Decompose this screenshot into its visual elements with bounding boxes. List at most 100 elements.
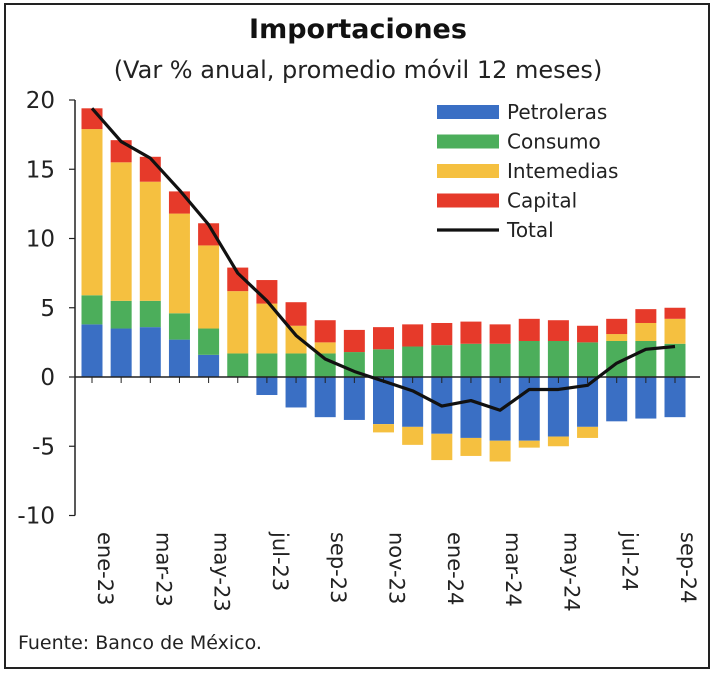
bar-petroleras-ago-24 (635, 377, 657, 419)
x-tick-label: mar-23 (151, 532, 175, 607)
bar-consumo-mar-23 (139, 300, 161, 328)
bar-petroleras-mar-23 (139, 327, 161, 377)
bar-capital-ene-24 (431, 322, 453, 346)
bar-consumo-may-23 (198, 328, 220, 355)
bar-intemedias-mar-23 (139, 181, 161, 301)
x-tick-label: ene-23 (93, 532, 117, 605)
bar-intemedias-ene-23 (81, 129, 103, 296)
legend-swatch-capital (437, 193, 499, 208)
bar-capital-ago-24 (635, 309, 657, 323)
bar-intemedias-ene-24 (431, 433, 453, 461)
bar-consumo-dic-23 (402, 346, 424, 377)
x-tick-label: sep-23 (326, 532, 350, 604)
bar-consumo-jun-23 (227, 353, 249, 377)
bar-intemedias-feb-24 (460, 437, 482, 456)
legend-label-intemedias: Intemedias (507, 159, 618, 183)
bar-capital-feb-24 (460, 321, 482, 344)
y-tick-label: 20 (26, 88, 55, 114)
legend-swatch-petroleras (437, 105, 499, 119)
bar-consumo-may-24 (547, 340, 569, 377)
legend-label-capital: Capital (507, 189, 577, 213)
bar-intemedias-sep-23 (314, 342, 336, 354)
bar-consumo-feb-24 (460, 343, 482, 377)
legend-swatch-consumo (437, 134, 499, 149)
bar-petroleras-abr-24 (518, 377, 540, 441)
legend-swatch-intemedias (437, 164, 499, 178)
legend-label-consumo: Consumo (507, 130, 601, 154)
bar-capital-jun-23 (227, 267, 249, 292)
x-tick-label: may-23 (210, 532, 234, 612)
bar-intemedias-nov-23 (373, 424, 394, 433)
bar-capital-abr-23 (168, 191, 190, 214)
bar-petroleras-feb-23 (110, 328, 132, 377)
chart-title: Importaciones (249, 14, 467, 45)
bar-consumo-abr-24 (518, 340, 540, 377)
bar-petroleras-ago-23 (285, 377, 307, 408)
bar-petroleras-abr-23 (168, 339, 190, 377)
x-tick-label: jul-24 (618, 531, 642, 591)
bar-intemedias-jun-24 (577, 426, 599, 438)
bar-capital-feb-23 (110, 140, 132, 163)
bar-intemedias-jun-23 (227, 291, 249, 354)
line-total (90, 107, 676, 412)
bar-intemedias-mar-24 (489, 440, 511, 462)
bar-petroleras-jun-24 (577, 377, 599, 427)
bar-petroleras-may-24 (547, 377, 569, 437)
bar-intemedias-sep-24 (664, 318, 686, 344)
bar-consumo-sep-23 (314, 353, 336, 377)
bar-capital-mar-24 (489, 324, 511, 344)
bar-petroleras-ene-23 (81, 324, 103, 377)
bar-capital-jul-24 (606, 318, 628, 335)
y-tick-label: -5 (32, 434, 55, 460)
bar-capital-may-23 (198, 223, 220, 246)
bar-capital-jun-24 (577, 325, 599, 343)
bar-consumo-jun-24 (577, 342, 599, 377)
bar-intemedias-jul-23 (256, 303, 278, 354)
bar-intemedias-dic-23 (402, 426, 424, 445)
bar-capital-ago-23 (285, 302, 307, 326)
bar-consumo-abr-23 (168, 313, 190, 340)
bar-petroleras-oct-23 (343, 377, 365, 420)
bar-intemedias-feb-23 (110, 162, 132, 301)
bar-capital-sep-24 (664, 307, 686, 319)
legend-label-petroleras: Petroleras (507, 100, 607, 124)
bar-consumo-sep-24 (664, 343, 686, 377)
bar-consumo-ene-23 (81, 295, 103, 325)
bar-capital-dic-23 (402, 324, 424, 347)
bar-petroleras-jul-23 (256, 377, 278, 396)
bar-petroleras-may-23 (198, 354, 220, 377)
x-tick-label: jul-23 (268, 531, 292, 591)
chart-subtitle: (Var % anual, promedio móvil 12 meses) (113, 56, 603, 84)
x-tick-label: may-24 (559, 532, 583, 612)
bar-intemedias-abr-24 (518, 440, 540, 448)
bar-intemedias-ago-24 (635, 322, 657, 341)
bar-petroleras-sep-23 (314, 377, 336, 418)
x-tick-label: sep-24 (676, 532, 700, 604)
bar-consumo-ago-23 (285, 353, 307, 377)
bar-intemedias-may-23 (198, 245, 220, 329)
bar-petroleras-sep-24 (664, 377, 686, 418)
bar-consumo-feb-23 (110, 300, 132, 329)
bar-capital-sep-23 (314, 320, 336, 343)
axes-layer: 20 15 10 5 0 -5 -10 ene-23 mar-23 may-23 jul-23 sep… (17, 88, 700, 612)
bar-intemedias-may-24 (547, 436, 569, 447)
x-tick-label: mar-24 (501, 532, 525, 607)
y-tick-label: 0 (40, 365, 55, 391)
legend-label-total: Total (506, 218, 554, 242)
bar-consumo-ene-24 (431, 345, 453, 377)
bar-petroleras-jul-24 (606, 377, 628, 422)
bar-petroleras-feb-24 (460, 377, 482, 438)
y-tick-label: 15 (26, 157, 55, 183)
bar-consumo-nov-23 (373, 349, 394, 377)
bar-consumo-ago-24 (635, 340, 657, 377)
bar-capital-oct-23 (343, 329, 365, 353)
y-tick-label: 5 (40, 296, 55, 322)
y-tick-label: -10 (17, 504, 55, 530)
bar-capital-nov-23 (373, 327, 394, 350)
bar-consumo-mar-24 (489, 343, 511, 377)
bar-intemedias-jul-24 (606, 334, 628, 341)
bar-capital-may-24 (547, 320, 569, 341)
bar-petroleras-dic-23 (402, 377, 424, 427)
y-tick-label: 10 (26, 227, 55, 253)
